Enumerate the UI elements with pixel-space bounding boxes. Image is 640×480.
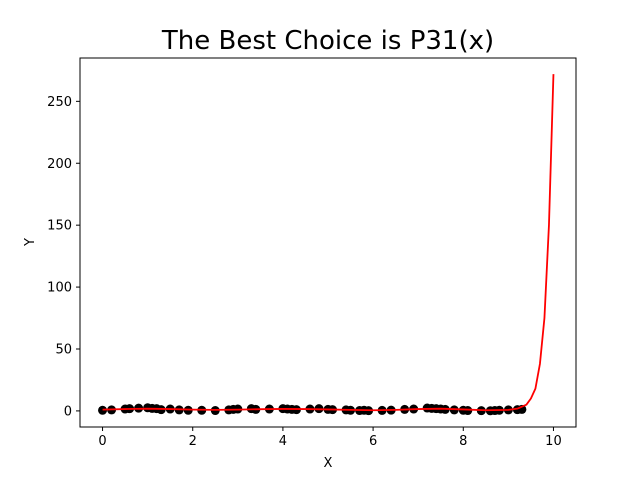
data-point [463,406,473,416]
x-axis: 0 2 4 6 8 10 [98,427,562,449]
scatter-series [98,403,527,416]
plot-area [98,74,555,416]
fit-curve-line [102,74,555,412]
axes-frame [79,57,577,428]
y-tick-label: 50 [55,342,72,357]
data-point [98,405,108,415]
y-tick-label: 250 [47,95,72,110]
x-tick-label: 4 [279,434,287,449]
y-axis: 0 50 100 150 200 250 [47,95,80,419]
x-tick-label: 2 [189,434,197,449]
y-tick-label: 100 [47,281,72,296]
chart-title: The Best Choice is P31(x) [161,26,494,56]
y-tick-label: 0 [64,404,72,419]
y-tick-label: 150 [47,219,72,234]
y-axis-label: Y [23,238,38,247]
x-tick-label: 8 [459,434,467,449]
x-axis-label: X [324,456,333,471]
x-tick-label: 10 [545,434,562,449]
y-tick-label: 200 [47,157,72,172]
x-tick-label: 0 [98,434,106,449]
x-tick-label: 6 [369,434,377,449]
